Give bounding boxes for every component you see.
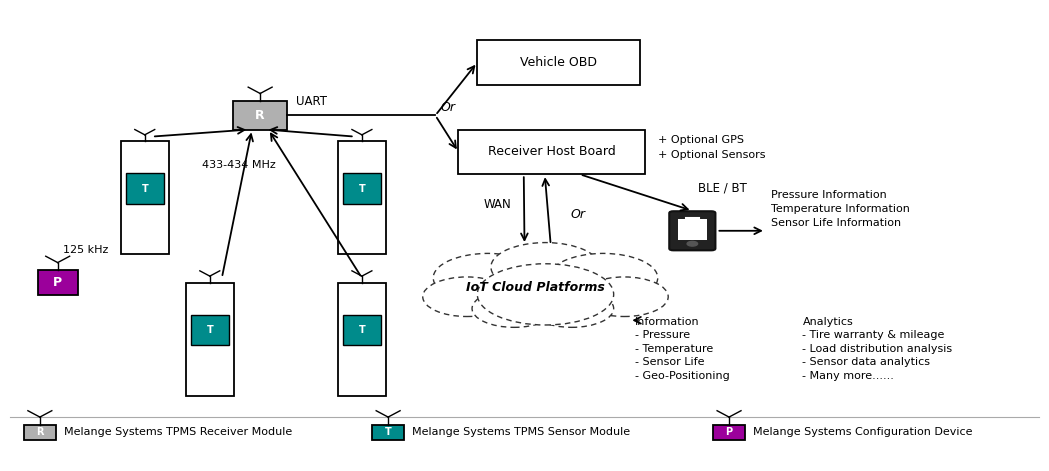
Bar [338, 141, 386, 254]
Text: Or: Or [441, 101, 455, 114]
Bar [713, 425, 745, 440]
Bar [191, 315, 229, 345]
Text: T: T [359, 325, 365, 335]
Text: Or: Or [571, 208, 585, 221]
Bar [458, 130, 645, 174]
Text: Analytics
- Tire warranty & mileage
- Load distribution analysis
- Sensor data a: Analytics - Tire warranty & mileage - Lo… [802, 317, 952, 381]
Bar [121, 141, 169, 254]
Text: Melange Systems TPMS Sensor Module: Melange Systems TPMS Sensor Module [412, 427, 630, 438]
Bar [24, 425, 56, 440]
Text: WAN: WAN [484, 198, 512, 211]
Bar [372, 425, 404, 440]
Text: T: T [207, 325, 213, 335]
Circle shape [580, 277, 668, 317]
Circle shape [549, 253, 658, 302]
Circle shape [687, 241, 698, 246]
Circle shape [433, 253, 542, 302]
Bar [126, 173, 164, 204]
Text: UART: UART [296, 95, 327, 108]
Text: T: T [142, 184, 148, 194]
Text: IoT Cloud Platforms: IoT Cloud Platforms [466, 281, 604, 294]
Bar [477, 40, 640, 85]
Text: Information
- Pressure
- Temperature
- Sensor Life
- Geo-Positioning: Information - Pressure - Temperature - S… [635, 317, 729, 381]
Text: + Optional GPS
+ Optional Sensors: + Optional GPS + Optional Sensors [658, 135, 765, 160]
Text: 433-434 MHz: 433-434 MHz [202, 160, 276, 170]
FancyBboxPatch shape [669, 211, 715, 251]
Text: R: R [255, 109, 265, 122]
Text: P: P [53, 276, 62, 289]
Bar [338, 283, 386, 396]
Text: Receiver Host Board: Receiver Host Board [488, 146, 616, 158]
Text: BLE / BT: BLE / BT [698, 181, 747, 194]
Bar [233, 101, 287, 130]
Text: T: T [385, 427, 391, 438]
Bar [186, 283, 234, 396]
Circle shape [423, 277, 511, 317]
Bar [678, 219, 707, 240]
Text: R: R [36, 427, 44, 438]
Text: T: T [359, 184, 365, 194]
Text: P: P [726, 427, 732, 438]
Bar [38, 270, 78, 295]
Text: Pressure Information
Temperature Information
Sensor Life Information: Pressure Information Temperature Informa… [771, 190, 909, 228]
Circle shape [477, 264, 614, 325]
Text: Melange Systems Configuration Device: Melange Systems Configuration Device [753, 427, 972, 438]
Circle shape [530, 290, 614, 327]
Bar [343, 315, 381, 345]
Text: Melange Systems TPMS Receiver Module: Melange Systems TPMS Receiver Module [64, 427, 293, 438]
Circle shape [491, 243, 600, 292]
Text: Vehicle OBD: Vehicle OBD [520, 56, 597, 69]
Bar [343, 173, 381, 204]
Circle shape [472, 290, 556, 327]
Text: 125 kHz: 125 kHz [63, 245, 108, 255]
